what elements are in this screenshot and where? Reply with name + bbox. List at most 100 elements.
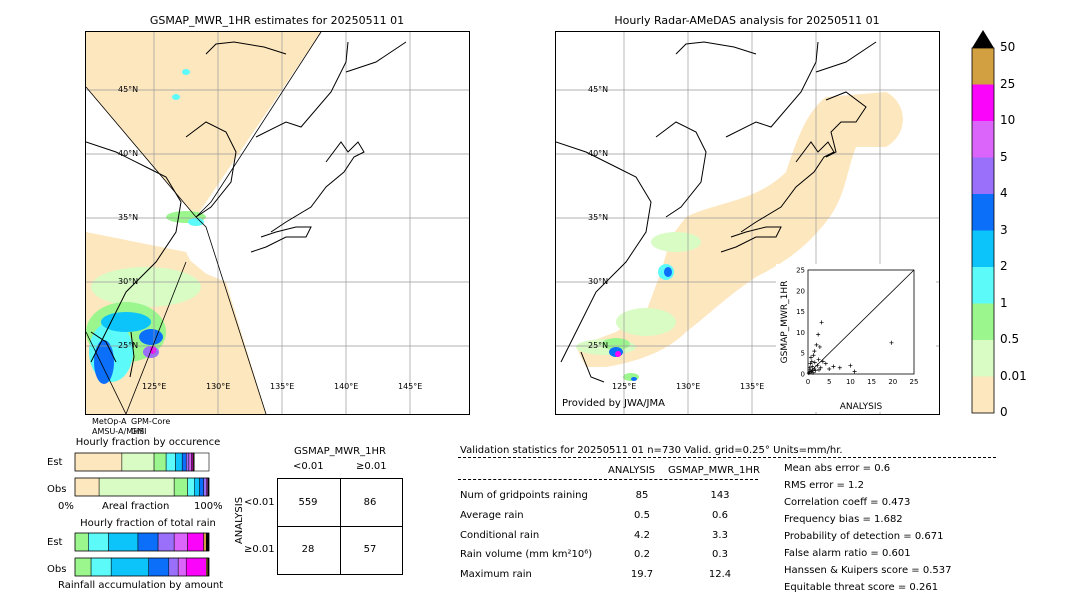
stat-label-2: Conditional rain [460,530,540,541]
right-lat-25: 25°N [588,341,609,350]
data-credit: Provided by JWA/JMA [562,398,665,409]
contingency-cell-22: 57 [363,544,377,555]
scatter-xtick-label: 0 [806,378,810,386]
left-lon-145: 145°E [398,382,423,391]
colorbar-frame [971,47,995,414]
scatter-ylabel: GSMAP_MWR_1HR [780,281,790,364]
occurrence-title: Hourly fraction by occurence [75,437,221,448]
scatter-point [814,342,819,347]
scatter-point [811,370,816,375]
colorbar-segment [972,194,994,231]
scatter-point [823,361,828,366]
validation-divider [458,457,996,458]
scatter-ytick-label: 0 [801,371,805,379]
left-lon-140: 140°E [334,382,359,391]
occ-row-est: Est [47,457,63,468]
left-lon-125: 125°E [142,382,167,391]
fraction-segment [203,477,207,497]
colorbar-tick-label: 5 [1000,149,1008,164]
fraction-segment [173,532,188,552]
scatter-xlabel: ANALYSIS [840,402,883,412]
right-lon-135: 135°E [740,382,765,391]
occ-xlabel: Areal fraction [102,501,170,512]
contingency-cell-12: 86 [363,497,377,508]
scatter-point [812,349,817,354]
scatter-point [837,365,842,370]
scatter-point [815,363,820,368]
contingency-cell-21: 28 [301,544,315,555]
validation-table-rule [458,479,758,480]
contingency-title: GSMAP_MWR_1HR [294,446,386,457]
score-1: RMS error = 1.2 [784,480,864,491]
fraction-segment [90,557,112,577]
stat-analysis-3: 0.2 [634,549,650,560]
scatter-point [806,371,811,376]
fraction-segment [173,477,188,497]
contingency-grid [277,478,403,575]
right-lat-45: 45°N [588,85,609,94]
score-3: Frequency bias = 1.682 [784,514,903,525]
stat-label-4: Maximum rain [460,569,532,580]
fraction-segment [203,532,207,552]
sensor-label-1: MetOp-A [92,417,127,426]
score-4: Probability of detection = 0.671 [784,531,944,542]
fraction-segment [185,557,207,577]
right-map-graphic [556,32,939,414]
scatter-one-to-one-line [807,269,915,375]
fraction-segment [98,477,175,497]
scatter-point [808,361,813,366]
fraction-bar-frame [74,557,210,577]
score-2: Correlation coeff = 0.473 [784,497,911,508]
sensor-label-2: AMSU-A/MHS [92,427,145,436]
scatter-point [817,344,822,349]
score-5: False alarm ratio = 0.601 [784,548,911,559]
scatter-plot: 0 5 10 15 20 25 0 5 10 15 20 25 ANALYSIS GSMAP_MWR_1H… [780,267,919,413]
colorbar-tick-label: 0.5 [1000,332,1020,346]
fraction-segment [121,452,155,472]
left-map: 45°N 40°N 35°N 30°N 25°N 125°E 130°E 135… [85,31,470,415]
scatter-point [819,320,824,325]
colorbar-tick-label: 1 [1000,295,1008,310]
left-map-title: GSMAP_MWR_1HR estimates for 20250511 01 [149,14,405,27]
colorbar-extend-triangle [972,30,994,48]
right-lat-35: 35°N [588,213,609,222]
fraction-segment [137,532,159,552]
colorbar-tick-label: 25 [1000,76,1016,91]
scatter-xtick-label: 25 [910,378,919,386]
rain-fraction-bars [74,532,210,577]
colorbar-segment [972,340,994,377]
scatter-point [810,368,815,373]
fraction-segment [175,452,183,472]
fraction-bar-frame [74,452,210,472]
colorbar-segment [972,303,994,340]
scatter-ytick-label: 25 [796,267,805,275]
fraction-segment [110,557,149,577]
scatter-point [809,359,814,364]
scatter-point [852,369,857,374]
fraction-segment [187,532,204,552]
stat-gsmap-0: 143 [710,490,730,501]
stat-label-0: Num of gridpoints raining [460,490,588,501]
colorbar-segment [972,157,994,194]
colorbar-tick-label: 0 [1000,405,1008,419]
scatter-point [811,353,816,358]
occ-row-obs: Obs [47,484,67,495]
stat-label-1: Average rain [460,510,524,521]
right-lat-40: 40°N [588,149,609,158]
rain-row-obs: Obs [47,564,67,575]
colorbar-tick-label: 4 [1000,186,1008,200]
scatter-point [827,367,832,372]
stat-label-3: Rain volume (mm km²10⁶) [460,549,593,560]
left-lat-30: 30°N [118,277,139,286]
scatter-point [848,363,853,368]
scatter-point [820,359,825,364]
fraction-segment [177,557,187,577]
fraction-bar-frame [74,532,210,552]
colorbar [971,30,995,414]
scatter-point [808,355,813,360]
occ-axis-right: 100% [194,501,223,512]
left-lat-35: 35°N [118,213,139,222]
scatter-point [816,332,821,337]
sensor-label-4: GMI [131,427,147,436]
scatter-xtick-label: 20 [888,378,897,386]
